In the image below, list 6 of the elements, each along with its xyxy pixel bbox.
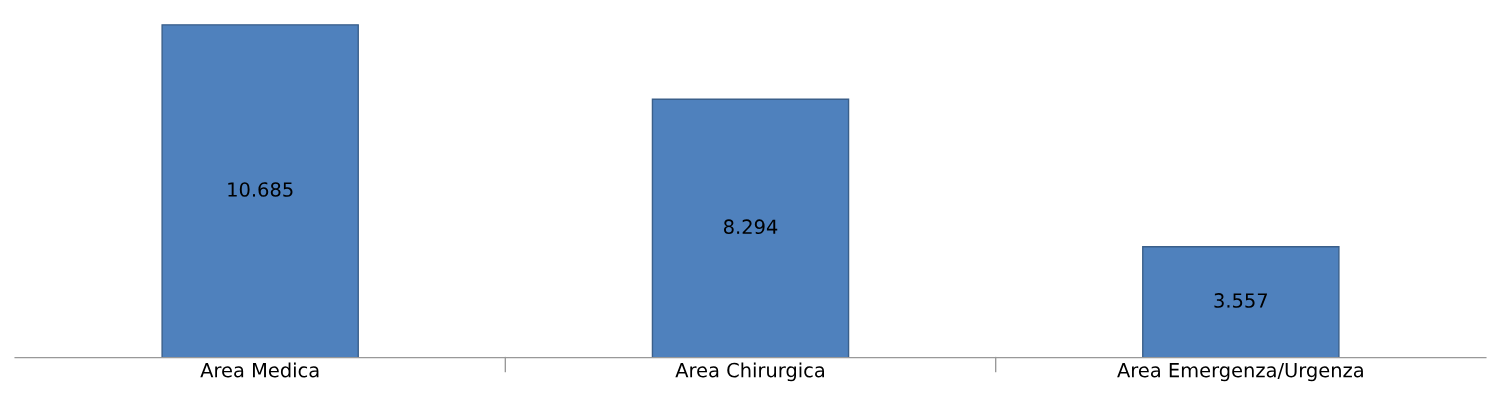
x-tick-label: Area Medica xyxy=(200,362,319,378)
data-label: 10.685 xyxy=(228,182,293,197)
data-label: 3.557 xyxy=(1214,293,1267,308)
data-label: 8.294 xyxy=(723,219,778,235)
x-tick-label: Area Emergenza/Urgenza xyxy=(1117,363,1363,382)
x-tick-label: Area Chirurgica xyxy=(675,362,825,382)
